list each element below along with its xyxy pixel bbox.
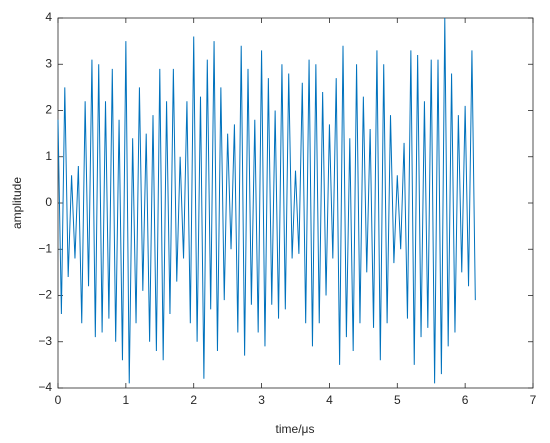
line [57,17,476,384]
y-axis-label: amplitude [10,177,24,229]
x-tick-label: 6 [462,393,469,407]
plot-area [57,17,534,389]
x-tick-label: 2 [190,393,197,407]
y-tick-label: −4 [38,380,52,394]
x-axis-label: time/μs [276,422,315,436]
x-tick-label: 7 [530,393,537,407]
y-tick-label: 4 [45,10,52,24]
x-tick-label: 0 [55,393,62,407]
y-tick-label: −3 [38,334,52,348]
y-tick-label: −2 [38,288,52,302]
x-tick-label: 1 [123,393,130,407]
y-tick-label: 2 [45,103,52,117]
y-tick-label: 0 [45,195,52,209]
x-tick-label: 3 [258,393,265,407]
y-tick-label: 1 [45,149,52,163]
x-tick-label: 5 [394,393,401,407]
y-tick-label: 3 [45,56,52,70]
x-tick-label: 4 [326,393,333,407]
y-tick-label: −1 [38,241,52,255]
